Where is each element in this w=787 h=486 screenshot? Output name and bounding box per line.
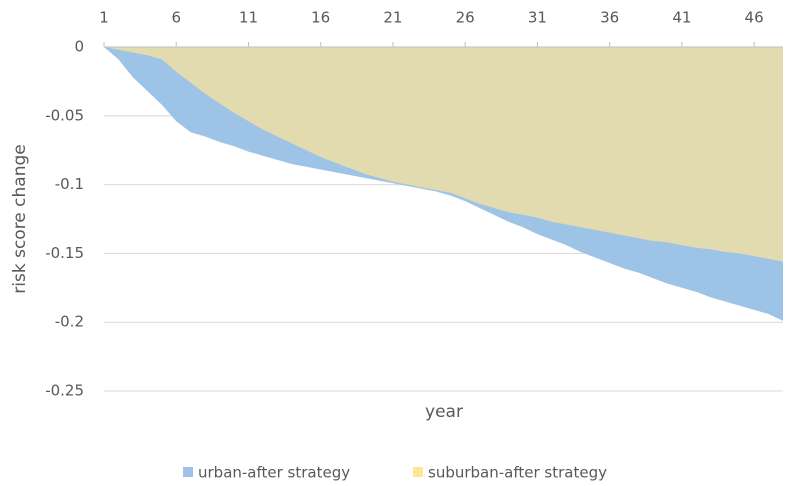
x-tick-label: 1	[99, 9, 109, 27]
legend-swatch	[413, 467, 423, 477]
x-tick-label: 46	[745, 9, 764, 27]
x-tick-label: 16	[311, 9, 330, 27]
legend-swatch	[183, 467, 193, 477]
x-tick-label: 26	[456, 9, 475, 27]
y-tick-label: -0.1	[55, 175, 84, 193]
y-tick-label: 0	[74, 38, 84, 56]
legend-label: urban-after strategy	[198, 464, 350, 482]
area	[104, 47, 783, 262]
y-tick-label: -0.15	[45, 244, 84, 262]
x-axis-label: year	[425, 402, 463, 422]
x-tick-label: 11	[239, 9, 258, 27]
x-tick-label: 6	[171, 9, 181, 27]
legend-label: suburban-after strategy	[428, 464, 607, 482]
x-tick-label: 21	[383, 9, 402, 27]
x-tick-label: 41	[672, 9, 691, 27]
y-tick-label: -0.2	[55, 313, 84, 331]
y-axis-label: risk score change	[10, 144, 30, 293]
x-tick-label: 36	[600, 9, 619, 27]
x-tick-label: 31	[528, 9, 547, 27]
y-tick-label: -0.05	[45, 106, 84, 124]
y-tick-label: -0.25	[45, 382, 84, 400]
